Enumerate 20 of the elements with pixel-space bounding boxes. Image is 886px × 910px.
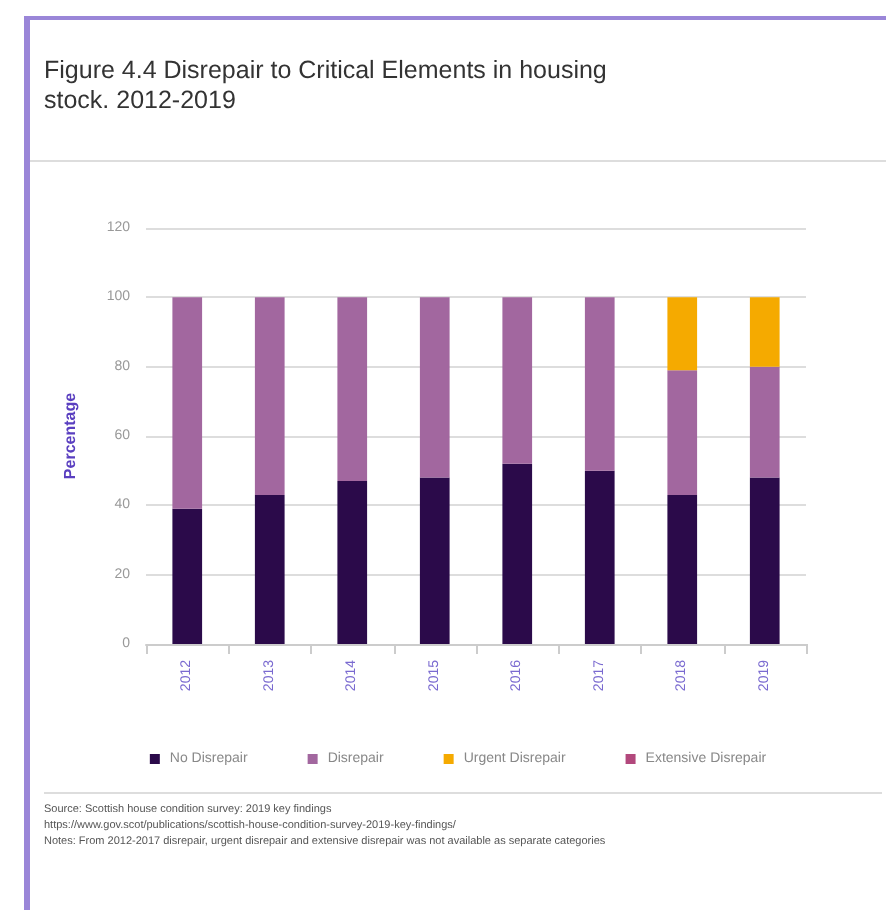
bar: [749, 477, 780, 644]
bar: [172, 508, 203, 644]
bar: [419, 297, 450, 478]
bar: [584, 297, 615, 471]
bar: [502, 463, 533, 644]
bar: [749, 366, 780, 478]
bar: [749, 297, 780, 367]
bar: [337, 481, 368, 644]
bar: [667, 370, 698, 495]
bar: [584, 470, 615, 644]
bar: [502, 297, 533, 464]
bar: [254, 297, 285, 495]
chart-title: Figure 4.4 Disrepair to Critical Elements in housing stock. 2012-2019: [44, 56, 609, 116]
bar: [667, 494, 698, 644]
bar: [667, 297, 698, 371]
bar: [254, 494, 285, 644]
bar: [172, 297, 203, 509]
y-axis-title: Percentage: [61, 391, 79, 480]
bar: [337, 297, 368, 482]
bar: [419, 477, 450, 644]
